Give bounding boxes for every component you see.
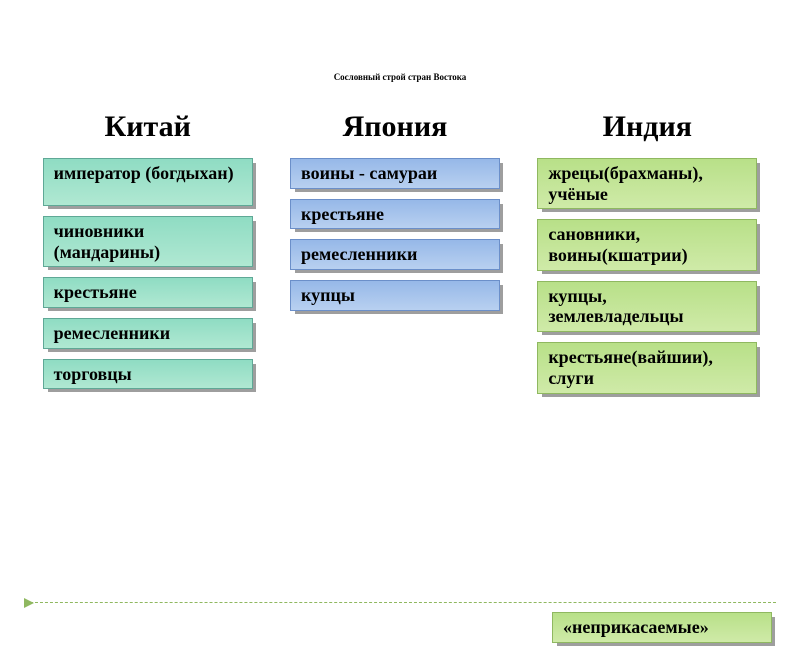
columns-container: Китай император (богдыхан) чиновники (ма… xyxy=(0,110,800,404)
china-header: Китай xyxy=(104,110,190,144)
china-box-0: император (богдыхан) xyxy=(43,158,253,206)
china-box-4: торговцы xyxy=(43,359,253,390)
china-box-2: крестьяне xyxy=(43,277,253,308)
diagram-title: Сословный строй стран Востока xyxy=(0,72,800,82)
column-india: Индия жрецы(брахманы), учёные сановники,… xyxy=(537,110,757,404)
china-box-1: чиновники (мандарины) xyxy=(43,216,253,267)
japan-header: Япония xyxy=(343,110,448,144)
india-header: Индия xyxy=(603,110,692,144)
divider-arrow-icon xyxy=(24,597,34,612)
china-box-3: ремесленники xyxy=(43,318,253,349)
japan-box-0: воины - самураи xyxy=(290,158,500,189)
divider-line xyxy=(30,602,776,603)
india-box-2: купцы, землевладельцы xyxy=(537,281,757,332)
india-box-untouchables: «неприкасаемые» xyxy=(552,612,772,643)
india-box-3: крестьяне(вайшии), слуги xyxy=(537,342,757,393)
india-box-1: сановники, воины(кшатрии) xyxy=(537,219,757,270)
japan-box-1: крестьяне xyxy=(290,199,500,230)
india-box-0: жрецы(брахманы), учёные xyxy=(537,158,757,209)
japan-box-3: купцы xyxy=(290,280,500,311)
column-china: Китай император (богдыхан) чиновники (ма… xyxy=(43,110,253,404)
column-japan: Япония воины - самураи крестьяне ремесле… xyxy=(290,110,500,404)
japan-box-2: ремесленники xyxy=(290,239,500,270)
